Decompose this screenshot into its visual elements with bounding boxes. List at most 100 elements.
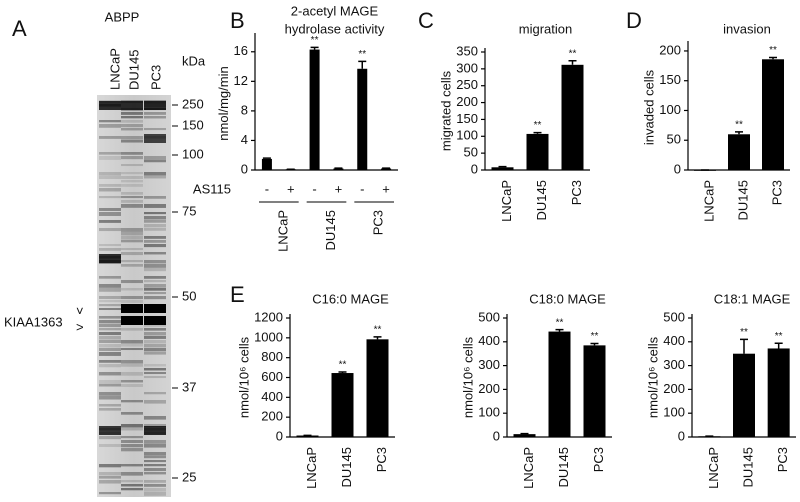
marker-label: 100: [182, 146, 204, 161]
significance: **: [769, 45, 777, 56]
gel-band: [99, 340, 121, 343]
gel-band: [144, 236, 166, 239]
gel-band: [144, 304, 166, 313]
y-tick-label: 50: [464, 145, 478, 160]
x-tick-label: -: [312, 181, 316, 196]
error-bar: [590, 342, 599, 346]
x-tick-label: LNCaP: [701, 180, 716, 222]
gel-band: [99, 380, 121, 384]
marker-label: 37: [182, 379, 196, 394]
gel-band: [144, 444, 166, 448]
bar: [548, 331, 571, 437]
gel-band: [144, 328, 166, 331]
gel-band: [99, 472, 121, 476]
y-tick-label: 0: [674, 161, 681, 176]
gel-band: [121, 484, 143, 487]
y-tick-label: 8: [241, 102, 248, 117]
gel-band: [144, 160, 166, 163]
x-tick-label: DU145: [556, 447, 571, 487]
lane-label: PC3: [148, 65, 163, 90]
x-tick-label: LNCaP: [521, 447, 536, 489]
y-axis-label: invaded cells: [642, 69, 657, 145]
gel-band: [121, 328, 143, 331]
gel-band: [121, 364, 143, 367]
band-arrow: ˃: [76, 319, 84, 334]
y-tick-label: 300: [478, 357, 500, 372]
gel-band: [144, 348, 166, 352]
marker-label: 250: [182, 96, 204, 111]
gel-band: [121, 340, 143, 344]
gel-band: [144, 156, 166, 160]
gel-band: [144, 392, 166, 395]
gel-band: [99, 254, 121, 263]
bar: [309, 49, 320, 170]
bar: [728, 134, 750, 170]
gel-band: [144, 440, 166, 444]
error-bar: [769, 56, 777, 60]
gel-band: [99, 172, 121, 176]
gel-band: [99, 436, 121, 440]
gel-band: [144, 460, 166, 463]
group-label: PC3: [371, 210, 386, 235]
y-tick-label: 500: [478, 309, 500, 324]
gel-band: [99, 364, 121, 368]
gel-band: [121, 436, 143, 439]
y-tick-label: 600: [261, 369, 283, 384]
x-tick-label: LNCaP: [706, 447, 721, 489]
gel-band: [121, 101, 143, 110]
gel-band: [121, 124, 143, 128]
gel-band: [121, 136, 143, 140]
gel-band: [99, 352, 121, 356]
y-tick-label: 500: [663, 309, 685, 324]
gel-band: [144, 364, 166, 367]
y-axis-label: nmol/mg/min: [216, 66, 231, 140]
bar: [762, 59, 784, 170]
gel-band: [99, 208, 121, 211]
gel-band: [144, 264, 166, 268]
chart-title: hydrolase activity: [285, 21, 385, 36]
significance: **: [775, 331, 783, 342]
gel-band: [144, 336, 166, 339]
gel-band: [99, 228, 121, 232]
y-tick-label: 400: [478, 333, 500, 348]
gel-band: [144, 252, 166, 255]
error-bar: [735, 131, 743, 135]
bar: [491, 167, 514, 170]
y-tick-label: 1200: [254, 309, 283, 324]
x-tick-label: PC3: [769, 180, 784, 205]
gel-band: [99, 396, 121, 400]
y-tick-label: 150: [456, 111, 478, 126]
lane-label: LNCaP: [107, 48, 122, 90]
y-tick-label: 1000: [254, 329, 283, 344]
gel-band: [121, 184, 143, 187]
marker-labels: 250 150 100 75 50 37 25: [172, 96, 204, 484]
gel-band: [144, 128, 166, 131]
gel-band: [121, 140, 143, 143]
gel-band: [144, 116, 166, 119]
gel-band: [144, 244, 166, 248]
gel-band: [121, 300, 143, 303]
gel-band: [121, 316, 143, 325]
bar: [357, 68, 368, 170]
y-tick-label: 100: [456, 128, 478, 143]
gel-band: [99, 220, 121, 223]
gel-band: [121, 172, 143, 175]
gel-band: [99, 344, 121, 348]
gel-band: [99, 156, 121, 160]
x-tick-label: +: [287, 181, 295, 196]
gel-band: [99, 328, 121, 331]
y-tick-label: 0: [678, 428, 685, 443]
y-tick-label: 4: [241, 132, 248, 147]
gel-band: [99, 480, 121, 484]
gel-band: [99, 360, 121, 363]
gel-band: [121, 176, 143, 179]
gel-band: [121, 412, 143, 415]
y-axis-label: nmol/10⁶ cells: [646, 336, 661, 418]
y-tick-label: 12: [234, 73, 248, 88]
x-tick-label: DU145: [534, 180, 549, 220]
bar: [331, 373, 354, 437]
y-tick-label: 0: [241, 161, 248, 176]
gel-band: [121, 260, 143, 263]
marker-label: 25: [182, 469, 196, 484]
error-bar: [358, 60, 367, 69]
